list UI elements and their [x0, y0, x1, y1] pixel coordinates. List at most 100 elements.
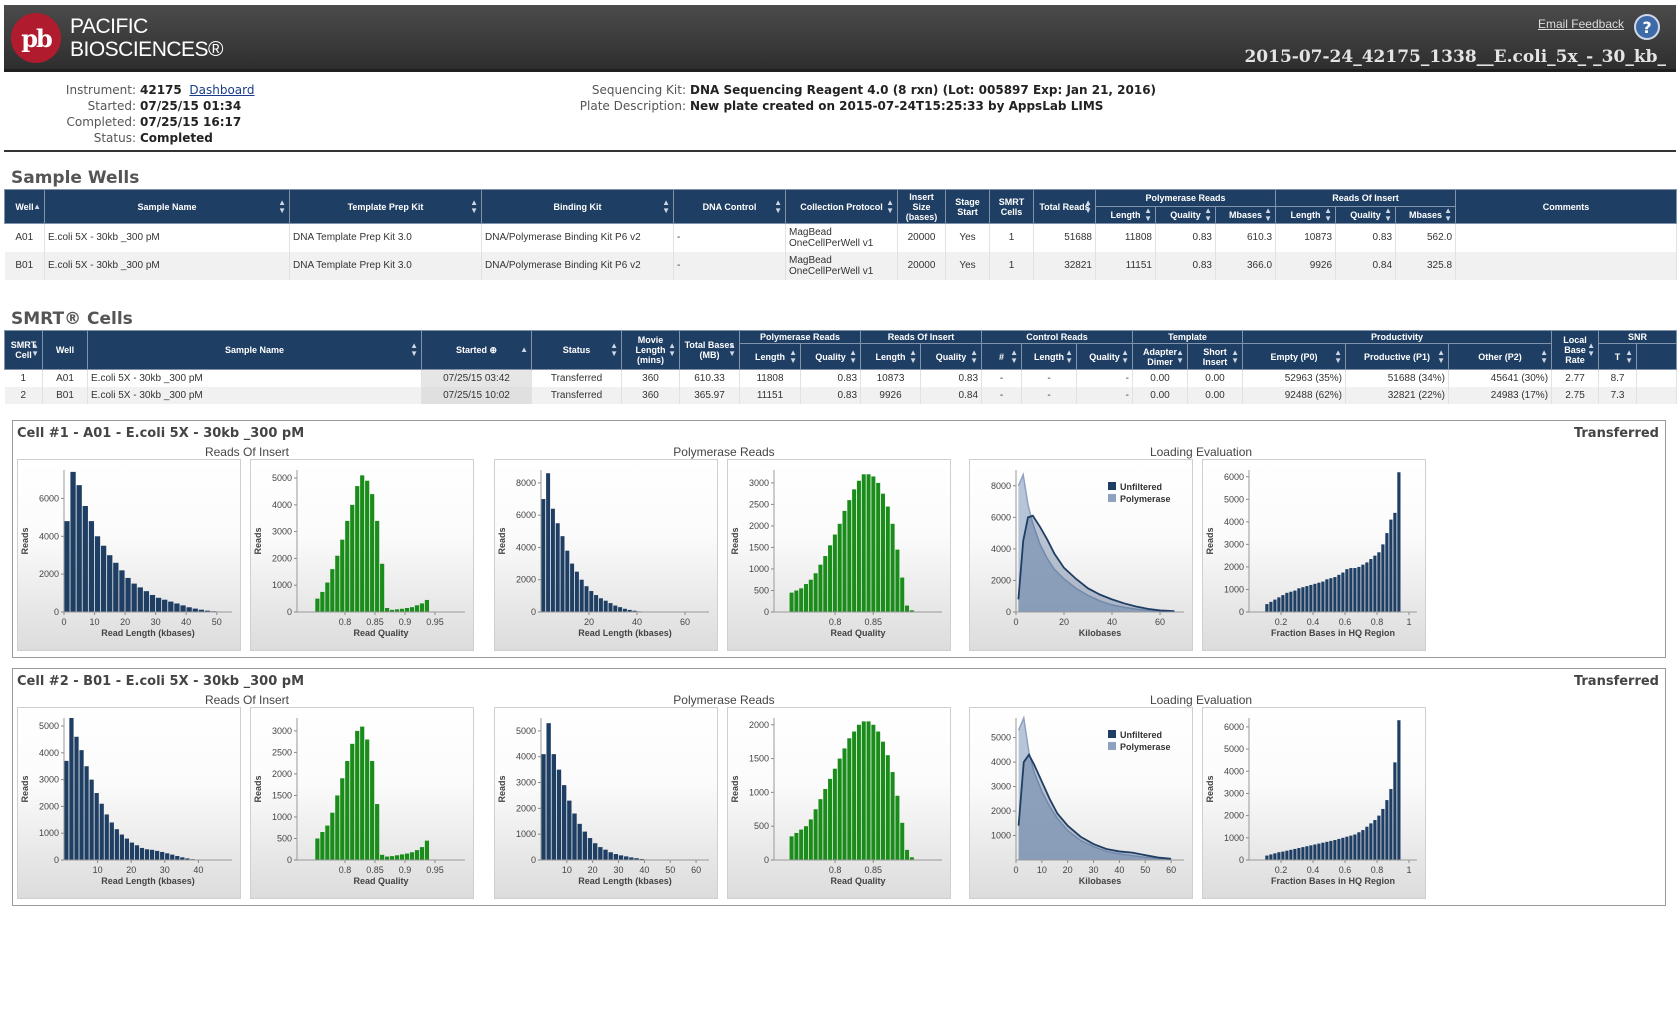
group-title-loading-evaluation: Loading Evaluation — [1149, 693, 1253, 707]
histogram-bar — [76, 485, 82, 612]
legend-swatch-unfiltered — [1108, 730, 1116, 738]
x-tick-label: 20 — [126, 865, 136, 875]
col-header-total-bases[interactable]: Total Bases (MB) ▲ ▼ — [679, 330, 740, 370]
completed-label: Completed: — [66, 115, 137, 129]
histogram-bar — [414, 850, 420, 860]
col-header-pr-quality[interactable]: Quality ▲ ▼ — [1155, 206, 1216, 224]
col-header-roi-mbases[interactable]: Mbases ▲ ▼ — [1395, 206, 1457, 224]
cell-cr-count: - — [981, 369, 1023, 387]
col-header-empty[interactable]: Empty (P0) ▲ ▼ — [1242, 343, 1347, 370]
y-tick-label: 0 — [1239, 855, 1244, 865]
cell-panel-title: Cell #1 - A01 - E.coli 5X - 30kb _300 pM — [17, 426, 305, 441]
col-header-insert-size[interactable]: Insert Size (bases) — [897, 189, 946, 224]
chart-pr-read-quality: 0 500 1000 1500 2000 0.8 0.85 Read Quality Reads — [727, 707, 951, 899]
table-row[interactable]: A01 E.coli 5X - 30kb _300 pM DNA Templat… — [4, 223, 1677, 252]
col-header-roi-length[interactable]: Length ▲ ▼ — [1275, 206, 1337, 224]
col-header-short-insert[interactable]: Short Insert ▲ ▼ — [1187, 343, 1244, 370]
histogram-bar — [1385, 533, 1389, 612]
cell-well: B01 — [42, 386, 88, 404]
y-tick-label: 0 — [764, 607, 769, 617]
cell-pr-quality: 0.83 — [1155, 223, 1216, 252]
chart-roi-read-length: 0 2000 4000 6000 0 10 20 30 40 50 Read Length (kba… — [17, 459, 241, 651]
col-header-cr-length[interactable]: Length ▲ ▼ — [1021, 343, 1078, 370]
histogram-bar — [880, 741, 885, 860]
cell-sample-name: E.coli 5X - 30kb _300 pM — [87, 369, 422, 387]
group-title-loading-evaluation: Loading Evaluation — [1149, 445, 1253, 459]
histogram-bar — [837, 523, 842, 612]
col-header-cr-quality[interactable]: Quality ▲ ▼ — [1076, 343, 1134, 370]
x-tick-label: 0 — [1013, 865, 1018, 875]
col-header-sample-name[interactable]: Sample Name ▲ ▼ — [44, 189, 290, 224]
col-header-other[interactable]: Other (P2) ▲ ▼ — [1448, 343, 1553, 370]
histogram-bar — [390, 856, 395, 860]
unfiltered-area — [1018, 515, 1175, 612]
histogram-bar — [832, 534, 837, 612]
cell-panel-status: Transferred — [1573, 426, 1659, 441]
histogram-bar — [618, 855, 624, 860]
table-row[interactable]: 1 A01 E.coli 5X - 30kb _300 pM 07/25/15 … — [4, 369, 1677, 387]
histogram-bar — [579, 579, 584, 612]
histogram-bar — [632, 610, 637, 612]
y-tick-label: 6000 — [516, 510, 536, 520]
histogram-bar — [828, 545, 833, 612]
x-tick-label: 30 — [1089, 865, 1099, 875]
cell-pr-quality: 0.83 — [800, 386, 862, 404]
x-tick-label: 40 — [1114, 865, 1124, 875]
group-title-reads-of-insert: Reads Of Insert — [204, 693, 290, 707]
histogram-bar — [170, 854, 175, 860]
col-header-productive[interactable]: Productive (P1) ▲ ▼ — [1345, 343, 1450, 370]
col-header-sample-name[interactable]: Sample Name ▲ ▼ — [87, 330, 422, 370]
dashboard-link[interactable]: Dashboard — [189, 83, 255, 97]
histogram-bar — [131, 583, 137, 612]
col-header-collection-protocol[interactable]: Collection Protocol ▲ ▼ — [785, 189, 898, 224]
col-header-total-reads[interactable]: Total Reads ▲ ▼ — [1033, 189, 1096, 224]
col-header-pr-quality[interactable]: Quality ▲ ▼ — [799, 343, 862, 370]
col-header-template-prep-kit[interactable]: Template Prep Kit ▲ ▼ — [289, 189, 482, 224]
col-header-snr-t[interactable]: T ▲ ▼ — [1598, 343, 1638, 370]
histogram-bar — [598, 847, 603, 860]
col-header-pr-length[interactable]: Length ▲ ▼ — [739, 343, 801, 370]
col-header-pr-mbases[interactable]: Mbases ▲ ▼ — [1214, 206, 1277, 224]
histogram-bar — [1317, 843, 1321, 860]
smrt-cells-table: SMRT Cell ▲ ▼ Well Sample Name ▲ ▼ Started ⊕… — [4, 330, 1677, 404]
col-header-adapter-dimer[interactable]: Adapter Dimer ▲ ▼ — [1132, 343, 1189, 370]
col-header-local-base-rate[interactable]: Local Base Rate ▲ ▼ — [1551, 330, 1600, 370]
histogram-bar — [603, 600, 608, 612]
col-header-smrt-cell[interactable]: SMRT Cell ▲ ▼ — [4, 330, 43, 370]
histogram-bar — [94, 536, 101, 612]
histogram-bar — [119, 570, 125, 612]
help-icon[interactable]: ? — [1634, 14, 1660, 40]
col-header-well[interactable]: Well — [42, 330, 88, 370]
histogram-bar — [837, 758, 842, 860]
col-header-cr-count[interactable]: # ▲ ▼ — [981, 343, 1023, 370]
cell-pr-mbases: 366.0 — [1215, 251, 1277, 280]
col-header-started[interactable]: Started ⊕ ▲ — [421, 330, 532, 370]
x-tick-label: 10 — [562, 865, 572, 875]
x-tick-label: 0 — [1013, 617, 1018, 627]
col-header-well[interactable]: Well ▲ — [4, 189, 45, 224]
histogram-bar — [1297, 848, 1301, 860]
table-row[interactable]: 2 B01 E.coli 5X - 30kb _300 pM 07/25/15 … — [4, 386, 1677, 404]
y-tick-label: 4000 — [516, 752, 536, 762]
col-header-dna-control[interactable]: DNA Control ▲ ▼ — [673, 189, 786, 224]
x-tick-label: 60 — [680, 617, 690, 627]
email-feedback-link[interactable]: Email Feedback — [1537, 17, 1624, 31]
col-header-roi-quality[interactable]: Quality ▲ ▼ — [920, 343, 983, 370]
col-header-stage-start[interactable]: Stage Start — [945, 189, 990, 224]
col-header-smrt-cells[interactable]: SMRT Cells — [989, 189, 1034, 224]
col-header-binding-kit[interactable]: Binding Kit ▲ ▼ — [481, 189, 674, 224]
cell-smrt-cells: 1 — [989, 223, 1034, 252]
table-row[interactable]: B01 E.coli 5X - 30kb _300 pM DNA Templat… — [4, 251, 1677, 280]
histogram-bar — [315, 598, 320, 612]
x-tick-label: 0.85 — [865, 617, 883, 627]
col-header-roi-length[interactable]: Length ▲ ▼ — [860, 343, 922, 370]
histogram-bar — [909, 857, 914, 860]
col-header-pr-length[interactable]: Length ▲ ▼ — [1095, 206, 1156, 224]
x-tick-label: 50 — [212, 617, 222, 627]
col-header-movie-length[interactable]: Movie Length (mins) ▲ ▼ — [621, 330, 680, 370]
plate-description-value: New plate created on 2015-07-24T15:25:33… — [690, 99, 1104, 113]
y-tick-label: 0 — [531, 607, 536, 617]
col-header-roi-quality[interactable]: Quality ▲ ▼ — [1335, 206, 1397, 224]
col-header-status[interactable]: Status ▲ ▼ — [531, 330, 622, 370]
histogram-bar — [794, 590, 799, 612]
